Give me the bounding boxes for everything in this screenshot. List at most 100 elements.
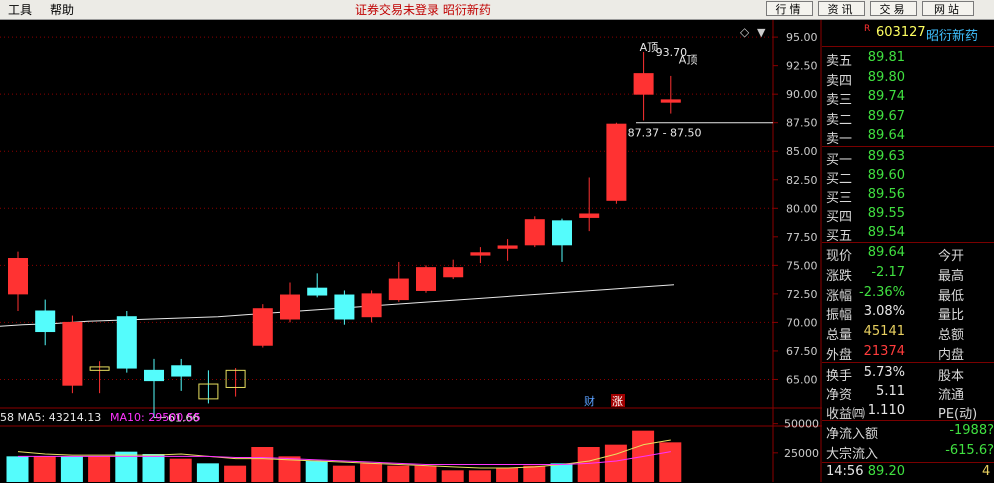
candle[interactable] [633,51,654,121]
stat2-row-2-value: 1.110 [867,403,905,418]
volume-bar[interactable] [468,470,491,482]
menu-arrow-icon[interactable]: ▼ [757,26,766,39]
candle[interactable] [116,311,137,373]
bid-row-3-label: 买三 [826,191,853,206]
ask-row-5-value: 89.81 [867,50,905,65]
kline-chart[interactable]: 95.00 92.50 90.00 87.50 85.00 82.50 80.00 77.50… [0,20,822,482]
volume-bar[interactable] [305,461,328,482]
stat2-row-0-label2: 股本 [938,369,965,384]
y-tick-label: 80.00 [786,202,818,215]
candle[interactable] [252,304,273,348]
candle[interactable] [524,216,545,248]
stat-row-4-value: 45141 [863,324,905,340]
stat2-row-1-label: 净资 [826,388,853,403]
y-tick-label: 92.50 [786,60,818,73]
stat-row-2: 涨幅 -2.36% 最低 [822,284,994,304]
volume-bar[interactable] [496,468,519,482]
news-button[interactable]: 资讯 [818,1,865,16]
volume-bar[interactable] [115,451,138,482]
volume-bar[interactable] [278,456,301,482]
candle[interactable] [552,218,572,262]
bid-row-1: 买一 89.63 [822,148,994,168]
diamond-icon[interactable]: ◇ [740,25,750,39]
stat-row-1-label2: 最高 [938,268,965,284]
candle-body [198,383,219,400]
candle[interactable] [89,361,110,394]
candle[interactable] [361,290,382,323]
volume-bar[interactable] [88,456,111,482]
candle-body [89,366,110,371]
candle[interactable] [8,251,28,311]
ask-row-3: 卖三 89.74 [822,88,994,108]
candle[interactable] [280,282,300,323]
volume-bar[interactable] [441,470,464,482]
volume-bar[interactable] [169,458,192,482]
stat-row-5-label: 外盘 [826,348,853,363]
market-button[interactable]: 行情 [766,1,813,16]
finance-marker[interactable]: 财 [584,394,595,408]
volume-bar[interactable] [196,463,219,482]
candle[interactable] [334,290,355,325]
candle[interactable] [62,315,83,394]
candle[interactable] [144,358,164,418]
volume-bar[interactable] [251,447,274,482]
candle[interactable] [579,177,600,232]
volume-bar[interactable] [33,456,56,482]
stock-code: 603127 [876,25,926,40]
candle[interactable] [443,259,464,280]
candle[interactable] [35,299,56,346]
candle[interactable] [497,239,518,261]
bid-row-4: 买四 89.55 [822,205,994,225]
volume-bar[interactable] [577,447,600,482]
volume-bar[interactable] [224,465,247,482]
y-tick-label: 82.50 [786,174,818,187]
y-tick-label: 72.50 [786,288,818,301]
volume-bar[interactable] [360,463,383,482]
volume-bar[interactable] [142,454,165,482]
volume-bar[interactable] [387,465,410,482]
y-tick-label: 75.00 [786,259,818,272]
candle[interactable] [171,358,192,391]
volume-bar[interactable] [6,456,29,482]
candle-body [8,258,28,295]
candle-body [552,220,572,246]
volume-bar[interactable] [523,465,546,482]
block-inflow-label: 大宗流入 [826,447,879,462]
stat-row-1: 涨跌 -2.17 最高 [822,264,994,284]
volume-bar[interactable] [414,465,437,482]
stat-row-5-label2: 内盘 [938,348,965,363]
y-tick-label: 90.00 [786,88,818,101]
candle[interactable] [225,368,246,397]
stat-row-4-label: 总量 [826,328,853,344]
volume-bar[interactable] [659,442,682,482]
limit-marker[interactable]: 涨 [612,395,623,408]
candle-body [307,287,328,296]
candle[interactable] [307,273,328,298]
volume-tick-label: 25000 [784,447,819,460]
volume-bar[interactable] [60,456,83,482]
y-tick-label: 85.00 [786,145,818,158]
website-button[interactable]: 网站 [922,1,974,16]
candle[interactable] [388,261,409,302]
candle[interactable] [416,265,436,293]
stat2-row-1-label2: 流通 [938,388,965,403]
candle[interactable] [660,75,681,114]
volume-bar[interactable] [332,465,355,482]
candle[interactable] [198,370,219,404]
bid-row-4-value: 89.55 [867,206,905,221]
tick-price: 89.20 [867,464,905,479]
ma5-label: 58 MA5: 43214.13 [0,411,101,424]
candle[interactable] [606,122,627,204]
menu-tools[interactable]: 工具 [8,3,33,17]
stat-row-3-value: 3.08% [863,304,905,320]
candle-body [252,308,273,346]
trade-button[interactable]: 交易 [870,1,917,16]
volume-bar[interactable] [604,444,627,482]
ask-row-3-value: 89.74 [867,89,905,104]
candle[interactable] [470,247,491,264]
volume-bar[interactable] [550,463,573,482]
ask-row-4-value: 89.80 [867,69,905,85]
volume-ma10 [18,451,671,465]
ask-row-1: 卖一 89.64 [822,127,994,147]
menu-help[interactable]: 帮助 [50,3,75,17]
